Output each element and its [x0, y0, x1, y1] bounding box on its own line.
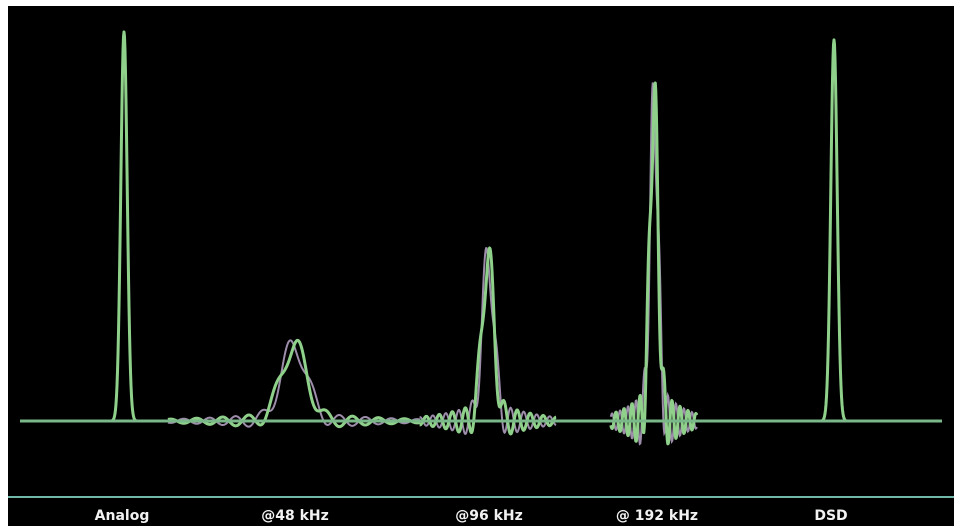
impulse-trace-3: [418, 246, 558, 436]
category-label-5: DSD: [814, 508, 847, 524]
impulse-trace-4: [609, 81, 699, 446]
impulse-trace-1: [111, 30, 137, 422]
category-label-2: @48 kHz: [261, 508, 329, 524]
impulse-trace-2: [167, 338, 421, 429]
impulse-trace-5: [821, 38, 847, 422]
category-label-3: @96 kHz: [455, 508, 523, 524]
plot-panel: Analog @48 kHz @96 kHz @ 192 kHz DSD: [8, 6, 954, 526]
traces-group: [111, 30, 847, 446]
impulse-trace-ghost-2: [167, 339, 421, 428]
category-label-1: Analog: [95, 508, 150, 524]
impulse-response-chart: Analog @48 kHz @96 kHz @ 192 kHz DSD: [8, 30, 954, 524]
category-labels: Analog @48 kHz @96 kHz @ 192 kHz DSD: [95, 508, 848, 524]
category-label-4: @ 192 kHz: [616, 508, 698, 524]
